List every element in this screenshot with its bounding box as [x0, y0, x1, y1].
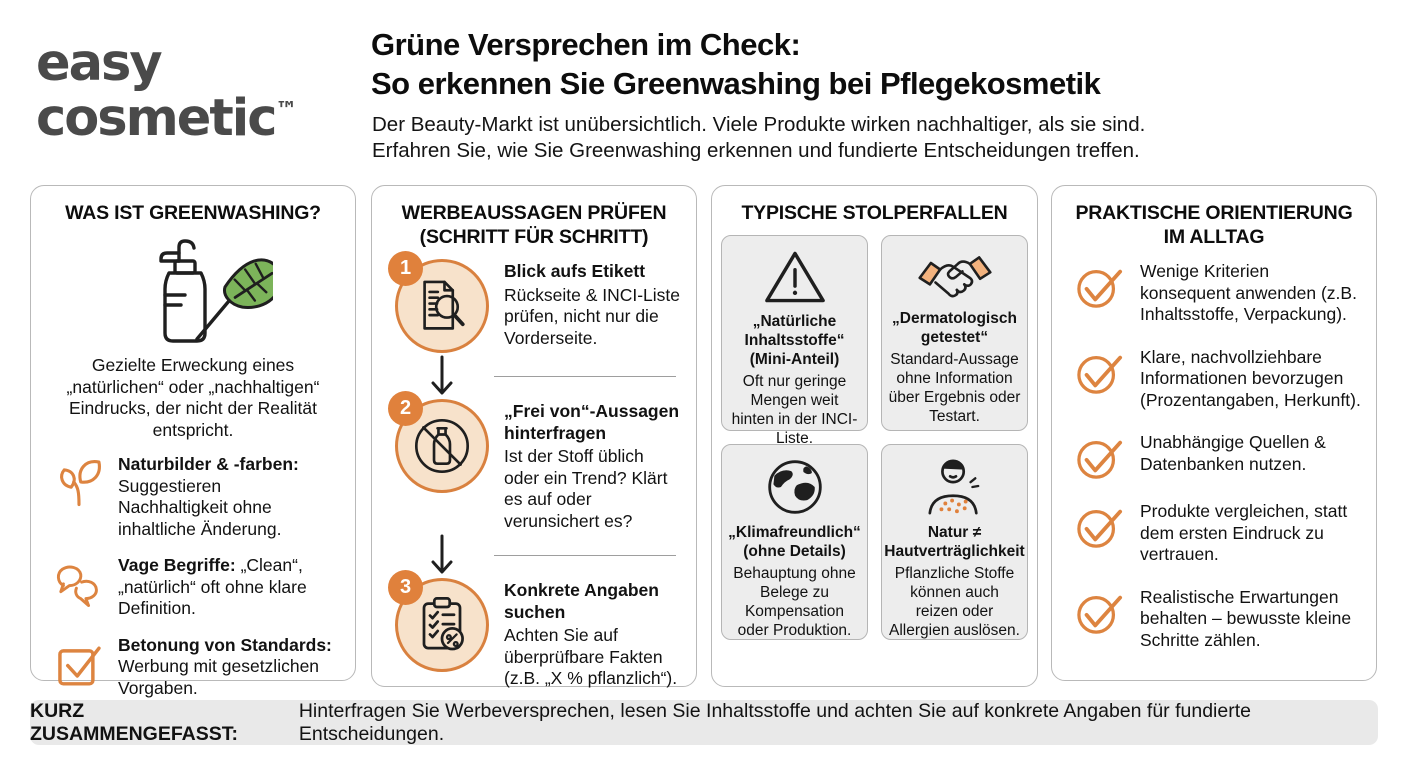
page-title: Grüne Versprechen im Check: So erkennen …	[371, 25, 1101, 103]
step-number-badge: 1	[388, 251, 423, 286]
warning-triangle-icon	[763, 248, 827, 306]
pitfall-body: Behauptung ohne Belege zu Kompensation o…	[733, 565, 856, 639]
list-item-text: Naturbilder & -farben: Suggestieren Nach…	[118, 454, 299, 539]
pitfall-title: „Klimafreundlich“ (ohne Details)	[728, 524, 861, 560]
brand-logo-line2: cosmetic™	[36, 89, 298, 148]
list-item: Unabhängige Quellen & Datenbanken nutzen…	[1076, 432, 1362, 480]
list-item: Betonung von Standards: Werbung mit gese…	[53, 635, 335, 700]
page-subtitle-line1: Der Beauty-Markt ist unübersichtlich. Vi…	[372, 113, 1146, 136]
step-title: Konkrete Angaben suchen	[504, 580, 659, 622]
list-item: Klare, nachvollziehbare Informationen be…	[1076, 347, 1362, 412]
circle-check-icon	[1076, 587, 1124, 635]
pitfall-title: „Natürliche Inhaltsstoffe“ (Mini-Anteil)	[744, 313, 845, 368]
panel-typische-stolperfallen: TYPISCHE STOLPERFALLEN „Natürliche Inhal…	[711, 185, 1038, 687]
panel-title: TYPISCHE STOLPERFALLEN	[741, 202, 1008, 224]
page-title-line1: Grüne Versprechen im Check:	[371, 27, 801, 62]
list-item-text: Realistische Erwartungen behalten – bewu…	[1140, 586, 1352, 650]
panel-was-ist-greenwashing: WAS IST GREENWASHING? Gezielte Erweckung…	[30, 185, 356, 698]
trademark-symbol: ™	[275, 98, 298, 123]
step-body: Achten Sie auf überprüfbare Fakten (z.B.…	[504, 625, 678, 688]
summary-text: Hinterfragen Sie Werbeversprechen, lesen…	[298, 699, 1251, 745]
brand-logo-line1: easy	[36, 34, 163, 93]
list-item: Vage Begriffe: „Clean“, „natürlich“ oft …	[53, 555, 335, 620]
pitfall-grid: „Natürliche Inhaltsstoffe“ (Mini-Anteil)…	[721, 235, 1028, 640]
list-item: Realistische Erwartungen behalten – bewu…	[1076, 587, 1362, 652]
page-subtitle: Der Beauty-Markt ist unübersichtlich. Vi…	[372, 112, 1145, 164]
pitfall-card: „Klimafreundlich“ (ohne Details) Behaupt…	[721, 444, 868, 640]
panel-werbeaussagen-pruefen: WERBEAUSSAGEN PRÜFEN (SCHRITT FÜR SCHRIT…	[371, 185, 697, 690]
list-item-text: Vage Begriffe: „Clean“, „natürlich“ oft …	[118, 555, 307, 618]
list-item: Produkte vergleichen, statt dem ersten E…	[1076, 501, 1362, 566]
pitfall-card: „Natürliche Inhaltsstoffe“ (Mini-Anteil)…	[721, 235, 868, 447]
list-item-text: Betonung von Standards: Werbung mit gese…	[118, 634, 332, 698]
pitfall-title: „Dermatologisch getestet“	[892, 310, 1017, 346]
circle-check-icon	[1076, 261, 1124, 309]
step-body: Rückseite & INCI-Liste prüfen, nicht nur…	[504, 284, 681, 348]
skin-reaction-icon	[924, 457, 986, 517]
panel-title: WERBEAUSSAGEN PRÜFEN (SCHRITT FÜR SCHRIT…	[401, 202, 667, 248]
pump-bottle-leaf-icon	[113, 231, 273, 347]
step-body: Ist der Stoff üblich oder ein Trend? Klä…	[504, 446, 668, 531]
checkbox-icon	[53, 635, 105, 689]
greenwashing-definition: Gezielte Erweckung eines „natürlichen“ o…	[66, 355, 320, 440]
pitfall-body: Pflanzliche Stoffe können auch reizen od…	[889, 565, 1020, 639]
list-item-text: Produkte vergleichen, statt dem ersten E…	[1140, 501, 1348, 564]
pitfall-card: „Dermatologisch getestet“ Standard-Aussa…	[881, 235, 1028, 431]
page-subtitle-line2: Erfahren Sie, wie Sie Greenwashing erken…	[372, 139, 1140, 162]
list-item: Naturbilder & -farben: Suggestieren Nach…	[53, 454, 335, 540]
pitfall-body: Oft nur geringe Mengen weit hinten in de…	[731, 373, 858, 447]
summary-label: KURZ ZUSAMMENGEFASST:	[30, 699, 239, 745]
step-number-badge: 2	[388, 391, 423, 426]
handshake-icon	[916, 248, 994, 303]
tip-list: Wenige Kriterien konsequent anwenden (z.…	[1052, 261, 1376, 672]
greenwashing-signal-list: Naturbilder & -farben: Suggestieren Nach…	[31, 454, 355, 714]
panel-title: PRAKTISCHE ORIENTIERUNG IM ALLTAG	[1075, 202, 1353, 248]
arrow-down-icon	[390, 534, 494, 576]
list-item: Wenige Kriterien konsequent anwenden (z.…	[1076, 261, 1362, 326]
sprout-icon	[53, 454, 105, 508]
circle-check-icon	[1076, 347, 1124, 395]
globe-icon	[765, 457, 825, 517]
list-item-text: Klare, nachvollziehbare Informationen be…	[1140, 346, 1361, 410]
pitfall-body: Standard-Aussage ohne Information über E…	[888, 351, 1021, 425]
divider	[494, 554, 676, 556]
panel-title: WAS IST GREENWASHING?	[65, 202, 321, 224]
list-item-text: Unabhängige Quellen & Datenbanken nutzen…	[1140, 432, 1326, 474]
summary-bar: KURZ ZUSAMMENGEFASST: Hinterfragen Sie W…	[30, 700, 1378, 745]
panel-praktische-orientierung: PRAKTISCHE ORIENTIERUNG IM ALLTAG Wenige…	[1051, 185, 1377, 681]
step-list: 1 Blick aufs Etikett Rückseite & INCI-Li…	[372, 249, 696, 690]
step-title: Blick aufs Etikett	[504, 261, 646, 281]
brand-logo: easy cosmetic™	[36, 34, 298, 148]
pitfall-card: Natur ≠ Hautverträglichkeit Pflanzliche …	[881, 444, 1028, 640]
step-title: „Frei von“-Aussagen hinterfragen	[504, 401, 680, 443]
circle-check-icon	[1076, 432, 1124, 480]
step-3: 3 Konkrete Angaben suchen Achten Sie auf…	[388, 570, 682, 690]
circle-check-icon	[1076, 501, 1124, 549]
arrow-down-icon	[390, 355, 494, 397]
list-item-text: Wenige Kriterien konsequent anwenden (z.…	[1140, 261, 1357, 324]
divider	[494, 375, 676, 377]
page-title-line2: So erkennen Sie Greenwashing bei Pflegek…	[371, 66, 1101, 101]
step-2: 2 „Frei von“-Aussagen hinterfragen Ist d…	[388, 391, 682, 532]
speech-bubbles-icon	[53, 555, 105, 609]
step-1: 1 Blick aufs Etikett Rückseite & INCI-Li…	[388, 251, 682, 353]
pitfall-title: Natur ≠ Hautverträglichkeit	[884, 524, 1025, 560]
step-number-badge: 3	[388, 570, 423, 605]
